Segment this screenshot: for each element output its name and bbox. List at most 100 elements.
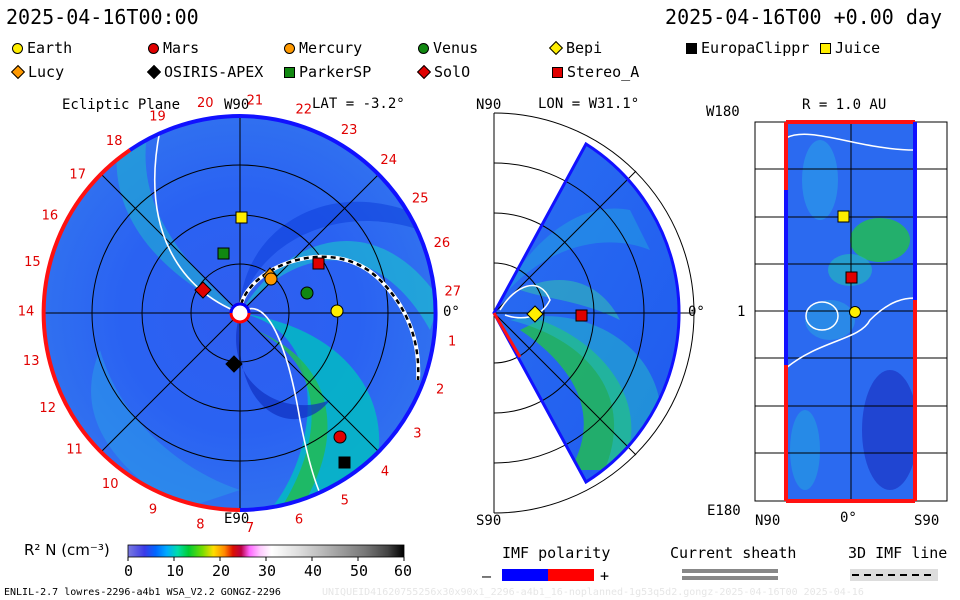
legend-bepi: Bepi	[548, 39, 602, 57]
datetime-offset-label: 2025-04-16T00 +0.00 day	[665, 5, 942, 29]
meridional-bottom-label: S90	[476, 513, 502, 529]
parkersp-marker-icon	[284, 66, 295, 78]
imf-line-title: 3D IMF line	[848, 544, 948, 562]
ecliptic-bottom-label: E90	[224, 511, 250, 527]
legend-stereo-a: Stereo_A	[552, 63, 639, 81]
meridional-polarity-edge	[492, 141, 681, 485]
current-sheath-swatch-top	[682, 569, 778, 573]
current-sheath-title: Current sheath	[670, 544, 797, 562]
solo-marker-icon	[194, 281, 212, 299]
stereo-a-marker-icon	[312, 257, 325, 270]
juice-marker-icon	[235, 211, 248, 224]
earth-marker-icon	[849, 306, 861, 318]
juice-marker-icon	[837, 210, 850, 223]
sector-number: 20	[197, 96, 214, 111]
mercury-marker-icon	[264, 272, 278, 286]
imf-positive-swatch	[548, 569, 594, 581]
venus-marker-icon	[418, 42, 429, 54]
sector-number: 15	[24, 255, 41, 270]
meridional-lon-label: LON = W31.1°	[538, 96, 640, 112]
sector-number: 25	[412, 192, 429, 207]
imf-negative-swatch	[502, 569, 548, 581]
ecliptic-polarity-ring-pos	[239, 114, 438, 411]
sector-number: 24	[380, 153, 397, 168]
meridional-right-label: 0°	[688, 304, 705, 320]
radial-x-label-0: 0°	[840, 510, 857, 526]
sector-number: 5	[341, 494, 349, 509]
ecliptic-title: Ecliptic Plane	[62, 97, 181, 113]
datetime-label: 2025-04-16T00:00	[6, 5, 199, 29]
stereo-a-marker-icon	[845, 271, 858, 284]
sector-number: 18	[106, 134, 123, 149]
sector-number: 17	[69, 168, 86, 183]
ecliptic-polarity-ring-red	[41, 148, 241, 512]
ecliptic-lat-label: LAT = -3.2°	[312, 96, 405, 112]
parkersp-marker-icon	[217, 247, 230, 260]
stereo-a-marker-icon	[575, 309, 588, 322]
legend-mercury: Mercury	[284, 39, 362, 57]
sector-number: 19	[149, 110, 166, 125]
current-sheath-swatch-bottom	[682, 576, 778, 580]
imf-polarity-title: IMF polarity	[502, 544, 611, 562]
colorbar-tick-20: 20	[212, 562, 231, 580]
stereo-a-marker-icon	[552, 66, 563, 78]
colorbar-tick-40: 40	[304, 562, 323, 580]
ecliptic-top-label: W90	[224, 97, 250, 113]
venus-marker-icon	[300, 286, 314, 300]
radial-sheath-lines	[786, 133, 915, 369]
mercury-marker-icon	[284, 42, 295, 54]
legend-earth: Earth	[12, 39, 72, 57]
ecliptic-polarity-ring-neg	[239, 409, 412, 512]
legend-mars: Mars	[148, 39, 199, 57]
sector-number: 9	[149, 503, 157, 518]
sector-number: 7	[246, 521, 254, 536]
sector-number: 22	[296, 103, 313, 118]
legend-lucy: Lucy	[10, 63, 64, 81]
sector-number: 14	[18, 305, 35, 320]
imf-minus-label: –	[482, 567, 492, 585]
radial-x-label-s90: S90	[914, 513, 940, 529]
sector-number: 10	[102, 477, 119, 492]
sector-number: 13	[23, 354, 40, 369]
bepi-marker-icon	[526, 305, 544, 323]
meridional-sheath-line	[499, 284, 551, 319]
mars-marker-icon	[148, 42, 159, 54]
sector-number: 23	[341, 123, 358, 138]
colorbar-tick-60: 60	[394, 562, 413, 580]
legend-juice: Juice	[820, 39, 880, 57]
sector-number: 3	[413, 427, 421, 442]
sector-number: 1	[448, 334, 456, 349]
model-info: ENLIL-2.7 lowres-2296-a4b1 WSA_V2.2 GONG…	[4, 587, 281, 598]
sector-number: 2	[436, 383, 444, 398]
legend-europaclipper: EuropaClippr	[686, 39, 809, 57]
sector-number: 4	[381, 464, 389, 479]
legend-osiris-apex: OSIRIS-APEX	[146, 63, 263, 81]
imf-line	[238, 255, 420, 381]
sector-number: 6	[295, 513, 303, 528]
juice-marker-icon	[820, 42, 831, 54]
legend-venus: Venus	[418, 39, 478, 57]
radial-top-label: W180	[706, 104, 740, 120]
sector-number: 26	[434, 236, 451, 251]
europaclipper-marker-icon	[686, 42, 697, 54]
sector-number: 21	[247, 94, 264, 109]
radial-mid-label: 1	[737, 304, 746, 320]
colorbar-ticks	[127, 557, 405, 561]
colorbar-tick-10: 10	[166, 562, 185, 580]
colorbar-tick-50: 50	[350, 562, 369, 580]
radial-r-label: R = 1.0 AU	[802, 97, 887, 113]
legend-parkersp: ParkerSP	[284, 63, 371, 81]
colorbar-tick-30: 30	[258, 562, 277, 580]
sector-number: 12	[39, 401, 56, 416]
imf-plus-label: +	[600, 567, 610, 585]
radial-bottom-label: E180	[707, 503, 741, 519]
colorbar-label: R² N (cm⁻³)	[24, 541, 110, 559]
ecliptic-polarity-ring-top	[128, 114, 241, 152]
colorbar-tick-0: 0	[124, 562, 134, 580]
sector-number: 16	[42, 209, 59, 224]
europaclipper-marker-icon	[338, 456, 351, 469]
ecliptic-objects	[194, 211, 351, 469]
osiris-apex-marker-icon	[225, 355, 243, 373]
sector-number: 8	[196, 517, 204, 532]
mars-marker-icon	[333, 430, 347, 444]
